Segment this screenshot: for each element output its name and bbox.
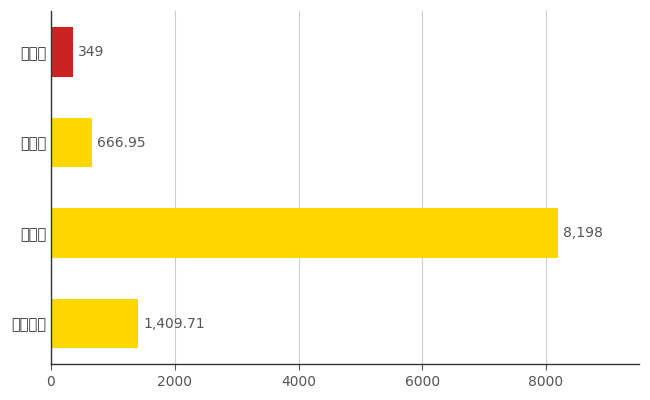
Bar	[51, 118, 92, 168]
Text: 8,198: 8,198	[564, 226, 603, 240]
Bar	[51, 208, 558, 258]
Bar	[51, 299, 138, 348]
Bar	[51, 27, 73, 77]
Text: 349: 349	[77, 45, 104, 59]
Text: 1,409.71: 1,409.71	[143, 316, 205, 330]
Text: 666.95: 666.95	[98, 136, 146, 150]
